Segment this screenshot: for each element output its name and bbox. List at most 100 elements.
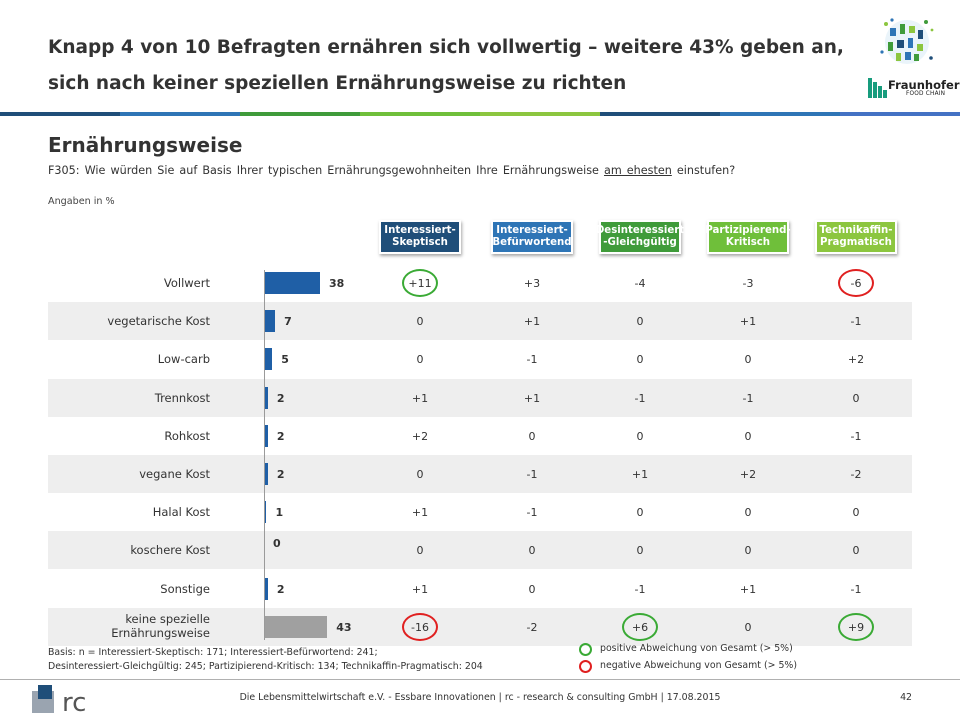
header-color-strip <box>0 112 960 116</box>
row-label: Sonstige <box>160 581 210 596</box>
header-strip-segment <box>0 112 120 116</box>
footer-text: Die Lebensmittelwirtschaft e.V. - Essbar… <box>239 692 721 703</box>
header-strip-segment <box>240 112 360 116</box>
bar-value-label: 43 <box>336 620 352 634</box>
table-row: vegetarische Kost <box>48 302 912 341</box>
legend-negative-circle-icon <box>579 660 592 673</box>
row-label: Vollwert <box>163 276 210 290</box>
deviation-cell: 0 <box>416 353 424 367</box>
table-row: keine spezielle Ernährungsweise <box>48 607 912 646</box>
row-label: vegane Kost <box>139 467 210 481</box>
rc-logo-icon: rc <box>32 685 86 715</box>
legend-positive-label: positive Abweichung von Gesamt (> 5%) <box>600 643 793 654</box>
slide-title-line1: Knapp 4 von 10 Befragten ernähren sich v… <box>48 37 844 58</box>
deviation-cell: -1 <box>634 582 646 596</box>
deviation-cell: 0 <box>636 315 644 329</box>
slide-title-line2: sich nach keiner speziellen Ernährungswe… <box>48 73 627 94</box>
sample-basis-line2: Desinteressiert-Gleichgültig: 245; Parti… <box>48 661 483 672</box>
bar <box>265 386 268 409</box>
essbare-innovationen-logo <box>880 18 934 64</box>
question-text: F305: Wie würden Sie auf Basis Ihrer typ… <box>48 164 735 177</box>
deviation-cell: 0 <box>744 544 752 558</box>
deviation-cell: +1 <box>411 582 429 596</box>
question-emphasis: am ehesten <box>603 164 672 177</box>
slide-title: Knapp 4 von 10 Befragten ernähren sich v… <box>48 30 868 102</box>
deviation-cell: -3 <box>742 277 754 290</box>
bar-value-label: 0 <box>273 537 281 551</box>
deviation-cell: -2 <box>850 468 862 481</box>
row-label: keine spezielle Ernährungsweise <box>111 611 210 640</box>
bar-value-label: 2 <box>276 582 285 596</box>
svg-text:rc: rc <box>62 688 86 715</box>
deviation-cell: +2 <box>411 429 429 443</box>
segment-header-1: Interessiert- Befürwortend <box>491 220 573 254</box>
row-label: Halal Kost <box>152 505 210 520</box>
deviation-cell: 0 <box>416 315 424 329</box>
deviation-cell: -1 <box>850 429 862 443</box>
bar <box>265 463 268 485</box>
bar-value-label: 5 <box>281 353 289 367</box>
header-strip-segment <box>600 112 720 116</box>
deviation-cell: +1 <box>411 391 429 405</box>
fraunhofer-logo-text: Fraunhofer <box>888 78 960 92</box>
bar <box>265 272 320 294</box>
header-strip-segment <box>120 112 240 116</box>
bar <box>265 424 268 447</box>
question-post: einstufen? <box>671 164 736 177</box>
deviation-cell: 0 <box>852 544 860 558</box>
positive-highlight-circle-icon <box>838 612 874 641</box>
deviation-cell: -1 <box>526 353 538 367</box>
deviation-cell: +2 <box>739 468 757 481</box>
table-row: Trennkost <box>48 378 912 417</box>
deviation-cell: -1 <box>526 506 538 520</box>
header-strip-segment <box>840 112 960 116</box>
bar-value-label: 2 <box>276 391 285 405</box>
segment-header-2: Desinteressiert -Gleichgültig <box>596 220 684 254</box>
bar-value-label: 2 <box>276 429 285 443</box>
deviation-cell: -1 <box>850 582 862 596</box>
deviation-cell: 0 <box>528 582 536 596</box>
deviation-cell: 0 <box>636 506 644 520</box>
deviation-cell: 0 <box>744 353 752 367</box>
deviation-cell: 0 <box>636 429 644 443</box>
negative-highlight-circle-icon <box>838 269 874 297</box>
fraunhofer-logo-subtitle: FOOD CHAIN <box>906 91 946 97</box>
deviation-cell: +1 <box>739 582 757 596</box>
negative-highlight-circle-icon <box>402 612 438 641</box>
deviation-cell: +1 <box>739 315 757 329</box>
row-label: Low-carb <box>157 352 210 367</box>
deviation-cell: +1 <box>523 391 541 405</box>
deviation-cell: +2 <box>847 353 865 367</box>
row-label: Rohkost <box>164 428 210 443</box>
deviation-cell: +1 <box>631 468 649 481</box>
bar-value-label: 7 <box>284 315 292 329</box>
segment-header-4: Technikaffin- Pragmatisch <box>815 220 897 254</box>
header-strip-segment <box>720 112 840 116</box>
deviation-cell: 0 <box>636 353 644 367</box>
header-strip-segment <box>360 112 480 116</box>
fraunhofer-logo-icon <box>868 78 887 98</box>
deviation-cell: -4 <box>634 277 646 290</box>
deviation-cell: -1 <box>850 315 862 329</box>
table-row: Halal Kost <box>48 493 912 531</box>
bar <box>265 348 273 371</box>
row-label: Trennkost <box>154 390 210 405</box>
segment-header-3: Partizipierend- Kritisch <box>705 220 791 254</box>
legend-positive-circle-icon <box>579 643 592 656</box>
table-row: Rohkost <box>48 417 912 455</box>
deviation-cell: 0 <box>744 429 752 443</box>
deviation-cell: 0 <box>528 429 536 443</box>
deviation-cell: 0 <box>528 544 536 558</box>
bar-value-label: 2 <box>276 468 285 481</box>
table-row: vegane Kost <box>48 455 912 493</box>
positive-highlight-circle-icon <box>622 612 658 641</box>
deviation-cell: +1 <box>411 506 429 520</box>
bar <box>265 310 276 333</box>
deviation-cell: 0 <box>744 620 752 634</box>
deviation-cell: -2 <box>526 620 538 634</box>
header-strip-segment <box>480 112 600 116</box>
footer-divider <box>0 679 960 680</box>
bar-value-label: 1 <box>275 506 284 520</box>
bar-value-label: 38 <box>329 277 345 290</box>
deviation-cell: -1 <box>634 391 646 405</box>
